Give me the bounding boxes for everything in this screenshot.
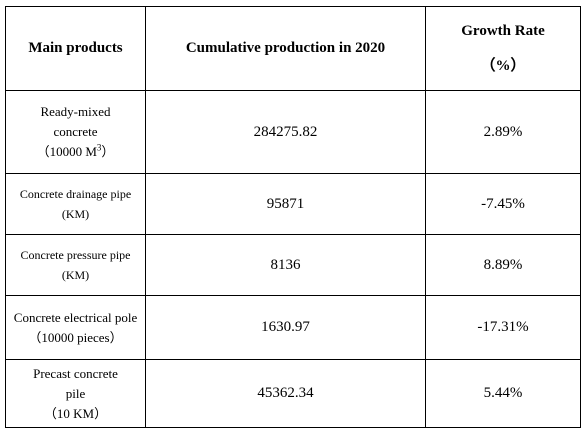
product-unit: (KM) [61,268,90,282]
table-row: Ready-mixed concrete （10000 M3） 284275.8… [5,90,581,174]
unit-close: ） [101,144,115,159]
product-unit: （10000 pieces） [28,329,123,345]
unit-superscript: 3 [96,142,102,153]
growth-value: 5.44% [425,359,581,428]
product-name-cell: Precast concrete pile （10 KM） [5,359,146,428]
growth-value: -17.31% [425,295,581,360]
header-cumulative-production: Cumulative production in 2020 [145,6,426,91]
header-row: Main products Cumulative production in 2… [5,6,581,91]
product-name: Precast concrete pile [33,365,118,401]
production-value: 45362.34 [145,359,426,428]
growth-rate-title: Growth Rate [461,22,545,39]
product-name-cell: Ready-mixed concrete （10000 M3） [5,90,146,174]
product-name-cell: Concrete electrical pole （10000 pieces） [5,295,146,360]
production-value: 284275.82 [145,90,426,174]
product-name-cell: Concrete drainage pipe (KM) [5,173,146,235]
product-name: Ready-mixed concrete [40,104,111,139]
product-name: Concrete drainage pipe [19,187,132,201]
product-unit: (KM) [61,207,90,221]
growth-value: -7.45% [425,173,581,235]
header-growth-rate: Growth Rate （%） [425,6,581,91]
header-main-products: Main products [5,6,146,91]
product-name: Concrete electrical pole [13,309,138,325]
table-row: Concrete electrical pole （10000 pieces） … [5,295,581,360]
unit-text: （10000 M [36,144,97,159]
production-value: 1630.97 [145,295,426,360]
table-row: Precast concrete pile （10 KM） 45362.34 5… [5,359,581,428]
product-name: Concrete pressure pipe [20,248,131,262]
table-row: Concrete drainage pipe (KM) 95871 -7.45% [5,173,581,235]
production-value: 8136 [145,234,426,296]
growth-rate-unit: （%） [480,57,526,74]
product-name-cell: Concrete pressure pipe (KM) [5,234,146,296]
production-value: 95871 [145,173,426,235]
growth-value: 8.89% [425,234,581,296]
table-row: Concrete pressure pipe (KM) 8136 8.89% [5,234,581,296]
product-unit: （10 KM） [43,405,108,421]
growth-value: 2.89% [425,90,581,174]
production-table: Main products Cumulative production in 2… [5,6,581,428]
product-unit: （10000 M3） [10,142,141,162]
